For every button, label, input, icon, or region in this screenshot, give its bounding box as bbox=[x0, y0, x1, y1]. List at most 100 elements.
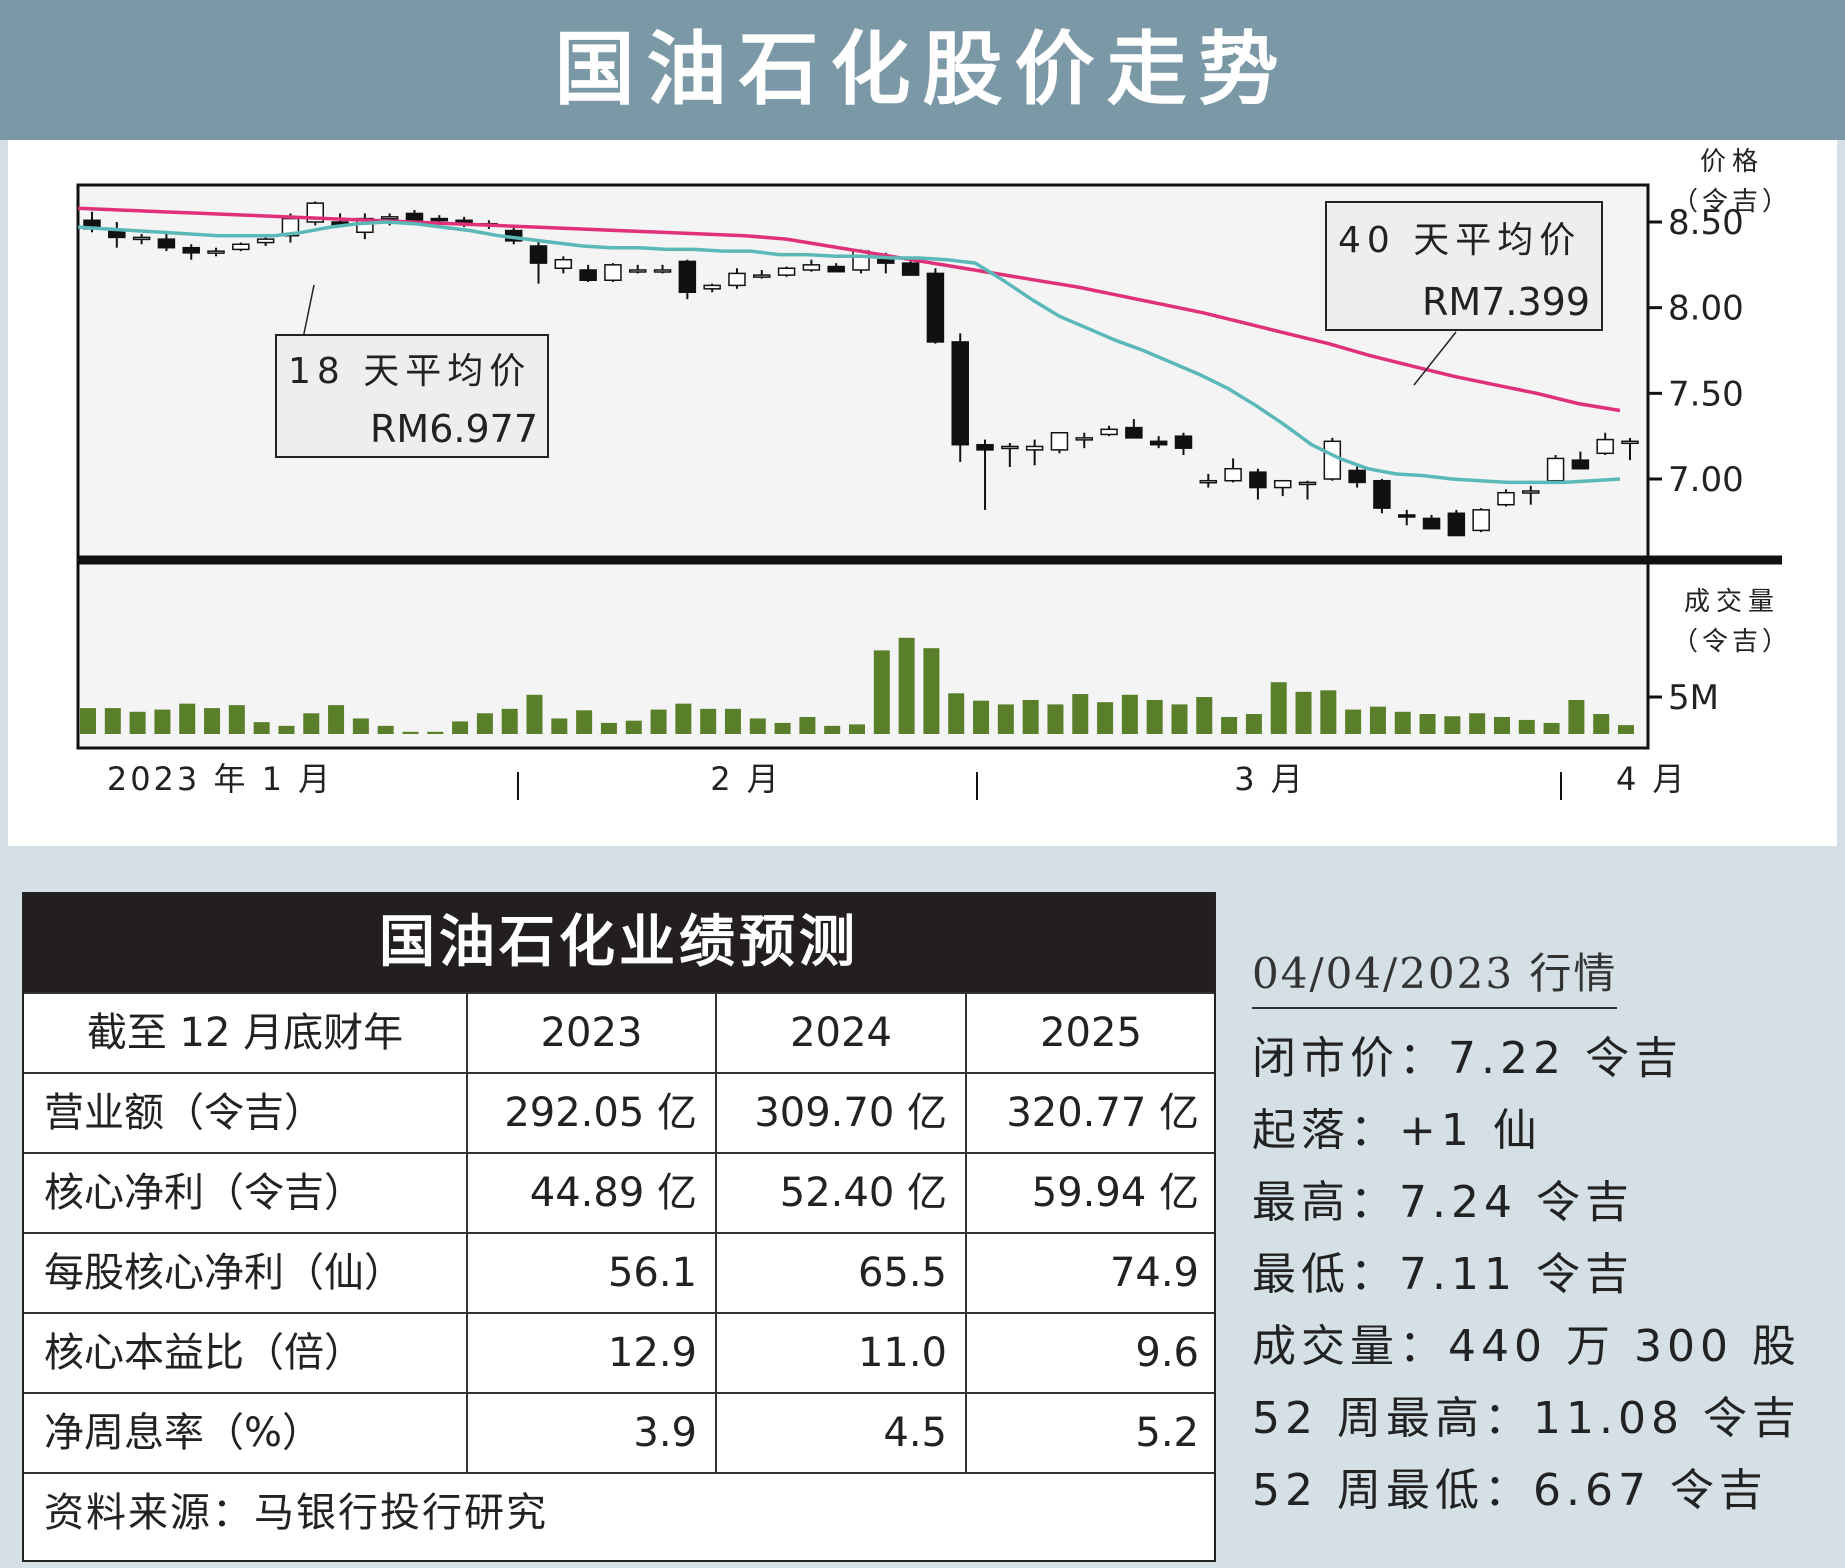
volume-bar bbox=[154, 709, 171, 734]
ma40-line bbox=[77, 206, 1621, 413]
table-cell: 4.5 bbox=[717, 1394, 967, 1472]
price-axis-unit: （令吉） bbox=[1672, 187, 1792, 217]
chart-panel: 8.50 8.00 7.50 7.00 价格 （令吉） 18 天平均价 RM6.977 40 天… bbox=[8, 140, 1837, 846]
stock-chart: 8.50 8.00 7.50 7.00 价格 （令吉） 18 天平均价 RM6.977 40 天… bbox=[76, 147, 1792, 800]
candle-body bbox=[1125, 426, 1143, 439]
candle-body bbox=[579, 269, 597, 282]
candle-body bbox=[1100, 428, 1118, 436]
volume-bar bbox=[1493, 716, 1510, 734]
table-cell: 5.2 bbox=[1135, 1410, 1199, 1456]
forecast-table: 国油石化业绩预测 截至 12 月底财年 2023 2024 2025 营业额（令… bbox=[22, 892, 1216, 1562]
ma18-callout bbox=[275, 334, 549, 458]
candle-body bbox=[1001, 445, 1019, 450]
x-axis-label: 4 月 bbox=[1616, 760, 1688, 798]
candle-body bbox=[703, 284, 721, 290]
table-cell: 52.40 亿 bbox=[717, 1154, 967, 1232]
volume-bar bbox=[352, 718, 369, 734]
market-date: 04/04/2023 行情 bbox=[1252, 940, 1618, 1009]
volume-bar bbox=[1196, 697, 1213, 734]
market-item: 闭市价：7.22 令吉 bbox=[1252, 1033, 1683, 1084]
volume-bar bbox=[1171, 704, 1188, 734]
candle-body bbox=[678, 260, 697, 293]
volume-bar bbox=[80, 708, 96, 734]
ma18-line bbox=[77, 220, 1621, 485]
volume-bar bbox=[1568, 699, 1585, 734]
candle-body bbox=[157, 238, 176, 249]
price-tick-label: 7.00 bbox=[1668, 460, 1744, 500]
candle-body bbox=[1298, 481, 1317, 486]
volume-bar bbox=[1295, 691, 1312, 734]
volume-bar bbox=[501, 708, 518, 734]
volume-bar bbox=[452, 721, 469, 734]
candle-body bbox=[1199, 479, 1218, 484]
candle-body bbox=[777, 267, 796, 276]
candle-body bbox=[529, 245, 548, 264]
volume-bar bbox=[749, 718, 766, 734]
candle-body bbox=[976, 443, 994, 451]
candle-body bbox=[1348, 469, 1366, 484]
volume-axis-label: 成交量 bbox=[1684, 587, 1780, 617]
x-axis-label: 2 月 bbox=[710, 760, 782, 798]
table-row: 每股核心净利（仙） 56.1 65.5 74.9 bbox=[24, 1232, 1214, 1312]
candle-body bbox=[628, 269, 647, 273]
volume-bar bbox=[1518, 719, 1535, 734]
volume-bar bbox=[675, 703, 692, 734]
table-cell: 44.89 亿 bbox=[468, 1154, 717, 1232]
chart-header: 国油石化股价走势 bbox=[0, 0, 1845, 140]
volume-bar bbox=[849, 724, 865, 734]
volume-bar bbox=[278, 725, 295, 734]
candle-body bbox=[1149, 440, 1168, 446]
candle-body bbox=[132, 236, 151, 241]
row-label: 核心本益比（倍） bbox=[24, 1314, 468, 1392]
table-cell: 9.6 bbox=[1135, 1330, 1199, 1376]
forecast-header-row: 截至 12 月底财年 2023 2024 2025 bbox=[24, 992, 1214, 1072]
table-cell: 56.1 bbox=[468, 1234, 717, 1312]
candle-body bbox=[901, 262, 920, 276]
candle-body bbox=[1025, 445, 1044, 451]
ma18-label: 18 天平均价 bbox=[288, 351, 531, 392]
volume-bar bbox=[1369, 706, 1386, 734]
volume-bar bbox=[1121, 694, 1138, 734]
volume-bar bbox=[1022, 699, 1039, 734]
ma18-value: RM6.977 bbox=[370, 407, 538, 451]
candle-body bbox=[1224, 467, 1242, 482]
candle-body bbox=[1174, 435, 1193, 449]
volume-bar bbox=[1270, 682, 1287, 734]
header-cell: 2024 bbox=[717, 994, 967, 1072]
volume-bar bbox=[873, 650, 890, 734]
volume-bar bbox=[824, 725, 841, 734]
candle-body bbox=[653, 269, 672, 273]
volume-bar bbox=[228, 705, 245, 734]
volume-bar bbox=[204, 708, 221, 734]
candle-body bbox=[951, 341, 969, 446]
row-label: 净周息率（%） bbox=[24, 1394, 468, 1472]
volume-bar bbox=[129, 711, 146, 734]
ma40-value: RM7.399 bbox=[1422, 280, 1590, 324]
candle-body bbox=[1373, 479, 1391, 509]
volume-bar bbox=[774, 722, 791, 734]
row-label: 每股核心净利（仙） bbox=[24, 1234, 468, 1312]
candle-body bbox=[207, 250, 225, 254]
candle-body bbox=[728, 272, 746, 287]
table-cell: 3.9 bbox=[468, 1394, 717, 1472]
candle-body bbox=[827, 265, 845, 273]
volume-bar bbox=[1469, 713, 1486, 734]
candle-body bbox=[1075, 437, 1094, 441]
candle-body bbox=[1397, 514, 1416, 518]
candle-body bbox=[380, 216, 399, 220]
volume-bar bbox=[799, 716, 816, 734]
x-axis-label: 3 月 bbox=[1234, 760, 1306, 798]
table-row: 核心本益比（倍） 12.9 11.0 9.6 bbox=[24, 1312, 1214, 1392]
volume-bar bbox=[476, 713, 493, 734]
candle-body bbox=[1596, 438, 1614, 455]
header-cell: 截至 12 月底财年 bbox=[24, 994, 468, 1072]
chart-title: 国油石化股价走势 bbox=[554, 23, 1291, 116]
volume-bar bbox=[1320, 690, 1337, 734]
candle-body bbox=[455, 219, 473, 224]
candle-body bbox=[256, 238, 275, 244]
table-cell: 59.94 亿 bbox=[1031, 1170, 1199, 1216]
volume-bar bbox=[1245, 714, 1262, 734]
volume-bar bbox=[1146, 699, 1163, 734]
volume-bar bbox=[1593, 714, 1610, 734]
volume-bar bbox=[551, 718, 568, 734]
